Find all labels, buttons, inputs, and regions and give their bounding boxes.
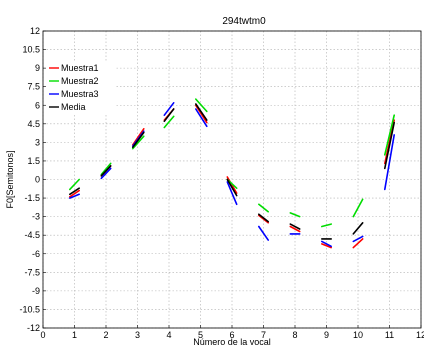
series-segment — [195, 108, 208, 128]
x-tick-label: 3 — [135, 330, 140, 340]
x-tick-label: 5 — [198, 330, 203, 340]
series-segment — [384, 134, 395, 191]
y-tick-label: -6 — [32, 249, 40, 259]
y-tick-label: -9 — [32, 286, 40, 296]
x-tick-label: 1 — [72, 330, 77, 340]
series-segment — [321, 240, 332, 248]
series-segment — [258, 213, 269, 223]
series-segment — [69, 187, 80, 196]
x-tick-label: 11 — [385, 330, 394, 340]
series-segment — [100, 165, 112, 177]
series-segment — [69, 178, 80, 191]
series-segment — [321, 223, 332, 228]
series-segment — [100, 162, 112, 176]
legend-label: Media — [61, 102, 86, 112]
series-segment — [132, 131, 145, 149]
series-segment — [195, 98, 208, 113]
legend-label: Muestra3 — [61, 89, 99, 99]
legend-label: Muestra1 — [61, 63, 99, 73]
y-tick-label: -7.5 — [24, 267, 40, 277]
legend-label: Muestra2 — [61, 76, 99, 86]
y-tick-label: -4.5 — [24, 230, 40, 240]
series-segment — [352, 222, 364, 235]
series-segment — [384, 114, 395, 156]
series-segment — [384, 121, 395, 170]
x-tick-label: 4 — [166, 330, 171, 340]
y-tick-label: -1.5 — [24, 193, 40, 203]
series-segment — [258, 225, 269, 241]
series-segment — [258, 203, 269, 213]
y-tick-label: 3 — [35, 137, 40, 147]
x-tick-label: 8 — [292, 330, 297, 340]
y-tick-label: 0 — [35, 175, 40, 185]
x-tick-label: 0 — [40, 330, 45, 340]
series-segment — [69, 189, 80, 198]
series-segment — [163, 115, 175, 129]
series-segment — [100, 167, 112, 180]
y-tick-label: 10.5 — [22, 45, 40, 55]
x-axis-label: Número de la vocal — [193, 337, 271, 347]
legend: Muestra1 Muestra2 Muestra3 Media — [46, 61, 116, 113]
y-tick-label: -12 — [27, 323, 40, 333]
y-tick-label: -10.5 — [19, 304, 40, 314]
y-axis-label: F0[Semitonos] — [5, 150, 15, 208]
x-tick-label: 6 — [229, 330, 234, 340]
series-segment — [226, 181, 238, 206]
series-segment — [226, 178, 238, 197]
x-tick-label: 12 — [416, 330, 424, 340]
y-tick-label: 7.5 — [27, 82, 40, 92]
x-tick-label: 10 — [353, 330, 363, 340]
x-tick-label: 2 — [103, 330, 108, 340]
y-tick-label: 9 — [35, 63, 40, 73]
y-tick-label: -3 — [32, 212, 40, 222]
series-segment — [132, 135, 145, 150]
series-segment — [195, 104, 208, 124]
chart-title: 294twtm0 — [222, 16, 266, 27]
series-segment — [352, 235, 364, 243]
series-segment — [352, 238, 364, 249]
series-segment — [69, 193, 80, 199]
series-segment — [163, 108, 175, 123]
y-tick-label: 1.5 — [27, 156, 40, 166]
series-segment — [163, 102, 175, 116]
series-media — [69, 103, 395, 240]
y-tick-label: 12 — [30, 26, 40, 36]
y-tick-label: 4.5 — [27, 119, 40, 129]
legend-box — [46, 61, 116, 113]
series-segment — [352, 198, 364, 218]
series-segment — [321, 243, 332, 249]
series-segment — [289, 225, 301, 233]
axis-ticks: 0 1 2 3 4 5 6 7 8 9 10 11 12-12-10.5-9-7.5-6-4.5-3-1… — [19, 26, 424, 340]
y-tick-label: 6 — [35, 100, 40, 110]
x-tick-label: 7 — [261, 330, 266, 340]
series-muestra2 — [69, 98, 395, 228]
series-segment — [289, 212, 301, 218]
series-segment — [226, 176, 238, 194]
series-segment — [132, 128, 145, 146]
series-segment — [258, 214, 269, 224]
x-tick-label: 9 — [324, 330, 329, 340]
series-lines — [69, 98, 395, 249]
series-segment — [289, 223, 301, 230]
series-segment — [195, 103, 208, 121]
